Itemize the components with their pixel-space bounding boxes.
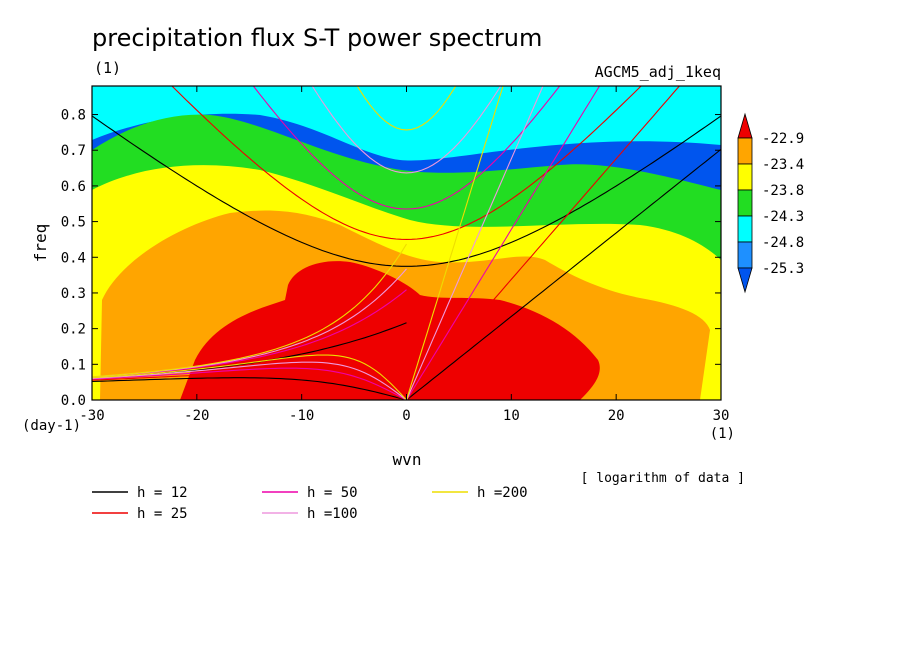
colorbar-segment [737,137,753,165]
band-24.8b [92,86,721,161]
colorbar-label: -24.8 [762,235,804,251]
y-axis-label: freq [31,224,50,263]
x-tick-label: 0 [402,408,410,424]
colorbar: -22.9 -23.4 -23.8 -24.3 -24.8 -25.3 [737,112,804,294]
chart-title: precipitation flux S-T power spectrum [92,24,542,52]
legend-label: h =100 [307,506,358,522]
legend-label: h = 25 [137,506,188,522]
colorbar-min-arrow [737,267,753,294]
legend-label: h =200 [477,485,528,501]
dispersion-curve [252,86,561,210]
axis-ticks: -30 -20 -10 0 10 20 30 0.0 0.1 0.2 0.3 0.4 0.5 0.6 0.7… [61,86,730,424]
x-tick-label: -20 [184,408,209,424]
y-tick-label: 0.2 [61,322,86,338]
dispersion-curve [356,86,457,131]
chart-subtitle-left: (1) [94,59,121,77]
dispersion-curve [92,377,407,400]
y-tick-label: 0.0 [61,393,86,409]
dispersion-curve [405,86,544,400]
legend-label: h = 12 [137,485,188,501]
colorbar-label: -23.8 [762,183,804,199]
colorbar-segment [737,241,753,269]
colorbar-segment [737,189,753,217]
x-unit-label: (1) [710,426,735,442]
dispersion-curve [171,86,642,240]
x-tick-label: -30 [79,408,104,424]
y-tick-label: 0.8 [61,108,86,124]
dispersion-curve [92,367,407,400]
colorbar-label: -23.4 [762,157,804,173]
dispersion-curve [311,86,502,174]
y-unit-label: (day-1) [22,418,81,434]
x-tick-label: -10 [289,408,314,424]
dispersion-curve [92,372,407,400]
dispersion-curves [92,86,721,400]
colorbar-label: -25.3 [762,261,804,277]
colorbar-label: -24.3 [762,209,804,225]
dispersion-curve [92,361,407,400]
legend-label: h = 50 [307,485,358,501]
y-tick-label: 0.5 [61,215,86,231]
dispersion-curve [92,243,407,378]
chart-subtitle-right: AGCM5_adj_1keq [595,63,721,81]
colorbar-label: -22.9 [762,131,804,147]
x-tick-label: 10 [503,408,520,424]
y-tick-label: 0.3 [61,286,86,302]
dispersion-curve [406,148,721,400]
x-axis-label: wvn [393,450,422,469]
dispersion-curve [406,86,681,400]
contour-field [92,86,721,400]
colorbar-segment [737,163,753,191]
legend: h = 12 h = 25 h = 50 h =100 h =200 [92,485,528,522]
colorbar-max-arrow [737,112,753,139]
data-note: [ logarithm of data ] [581,471,745,486]
y-tick-label: 0.4 [61,250,86,266]
x-tick-label: 20 [608,408,625,424]
dispersion-curve [405,86,504,400]
dispersion-curve [92,115,721,267]
y-tick-label: 0.6 [61,179,86,195]
y-tick-label: 0.1 [61,357,86,373]
y-tick-label: 0.7 [61,143,86,159]
x-tick-label: 30 [713,408,730,424]
dispersion-curve [406,86,601,400]
colorbar-segment [737,215,753,243]
dispersion-curve [92,354,407,400]
band-22.9 [180,261,600,400]
